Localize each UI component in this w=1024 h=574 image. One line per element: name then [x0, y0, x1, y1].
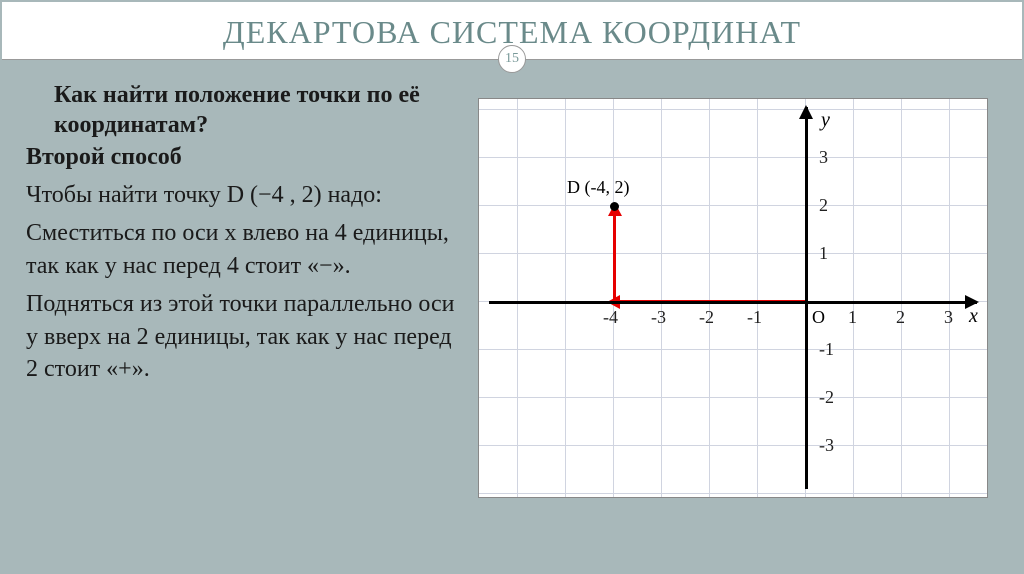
- paragraph-2: Сместиться по оси x влево на 4 единицы, …: [26, 217, 466, 282]
- move-arrow-y: [613, 212, 616, 302]
- grid: [479, 99, 987, 497]
- x-tick: -2: [699, 307, 714, 328]
- graph-column: D (-4, 2) -4 -3 -2 -1 1 2 3 -3 -2 -1 1 2 3 x y O: [478, 80, 1004, 558]
- method-subhead: Второй способ: [26, 144, 466, 171]
- coordinate-chart: D (-4, 2) -4 -3 -2 -1 1 2 3 -3 -2 -1 1 2 3 x y O: [478, 98, 988, 498]
- y-tick: 1: [819, 243, 828, 264]
- y-tick: 2: [819, 195, 828, 216]
- content-area: Как найти положение точки по её координа…: [2, 60, 1022, 572]
- x-tick: -4: [603, 307, 618, 328]
- point-d-label: D (-4, 2): [567, 177, 629, 198]
- y-tick: -3: [819, 435, 834, 456]
- x-tick: 3: [944, 307, 953, 328]
- x-axis: [489, 301, 977, 304]
- page-number-badge: 15: [498, 45, 526, 73]
- x-axis-label: x: [969, 305, 978, 328]
- x-tick: -1: [747, 307, 762, 328]
- y-tick: 3: [819, 147, 828, 168]
- y-tick: -1: [819, 339, 834, 360]
- y-axis-label: y: [821, 109, 830, 132]
- header-bar: ДЕКАРТОВА СИСТЕМА КООРДИНАТ 15: [2, 2, 1022, 60]
- paragraph-3: Подняться из этой точки параллельно оси …: [26, 288, 466, 385]
- point-d: [610, 202, 619, 211]
- slide: ДЕКАРТОВА СИСТЕМА КООРДИНАТ 15 Как найти…: [0, 0, 1024, 574]
- question-text: Как найти положение точки по её координа…: [26, 80, 466, 140]
- x-tick: 1: [848, 307, 857, 328]
- origin-label: O: [812, 307, 825, 328]
- paragraph-1: Чтобы найти точку D (−4 , 2) надо:: [26, 179, 466, 211]
- y-axis: [805, 107, 808, 489]
- x-tick: -3: [651, 307, 666, 328]
- y-tick: -2: [819, 387, 834, 408]
- x-tick: 2: [896, 307, 905, 328]
- text-column: Как найти положение точки по её координа…: [26, 80, 466, 558]
